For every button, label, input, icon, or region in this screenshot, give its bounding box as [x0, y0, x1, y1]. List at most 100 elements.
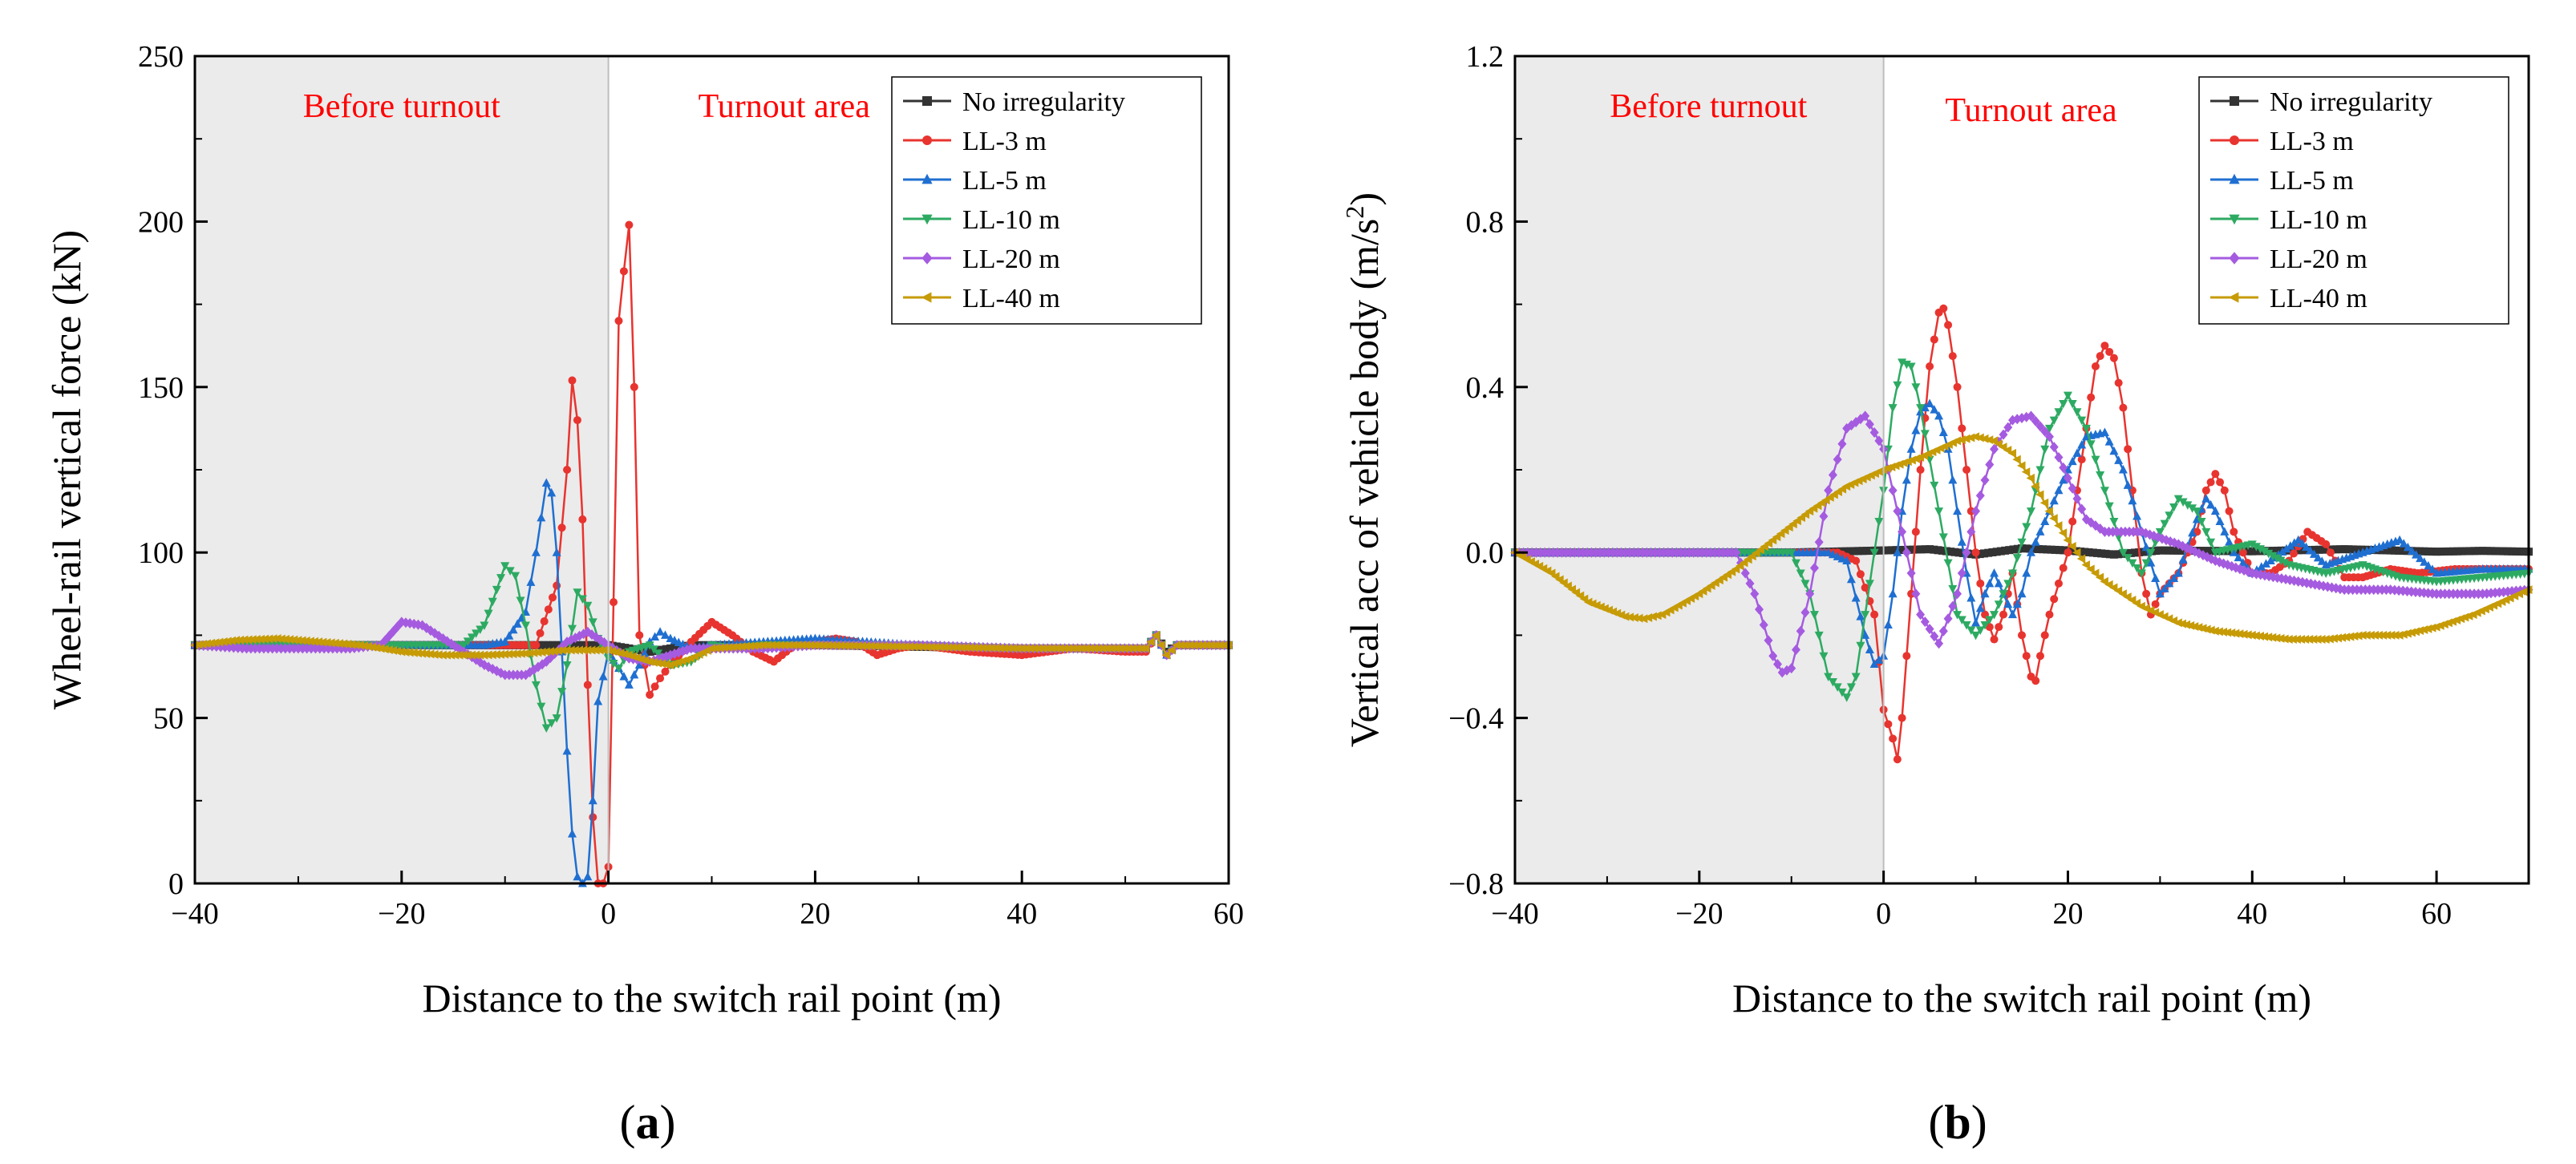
panel-b-data-point: [2007, 448, 2017, 458]
panel-a-data-point: [355, 641, 364, 650]
panel-b-data-point: [2319, 545, 2328, 554]
panel-b-data-point: [2035, 421, 2045, 432]
panel-b-data-point: [2335, 545, 2344, 554]
panel-b-data-point: [2495, 547, 2504, 556]
panel-b-data-point: [2118, 548, 2128, 558]
panel-b-data-point: [1999, 590, 2008, 599]
panel-a-data-point: [547, 487, 557, 497]
panel-a-data-point: [214, 637, 224, 647]
panel-b-data-point: [2197, 624, 2207, 633]
panel-b-data-point: [2045, 610, 2054, 619]
panel-a-data-point: [202, 639, 211, 649]
panel-b-data-point: [1990, 443, 1999, 455]
panel-a-data-point: [853, 641, 862, 651]
panel-a-data-point: [531, 681, 541, 690]
panel-b-data-point: [2090, 568, 2100, 578]
panel-b-data-point: [1971, 617, 1981, 627]
panel-b-data-point: [1984, 435, 1994, 445]
panel-b-data-point: [1909, 545, 1918, 554]
panel-b-data-point: [2280, 559, 2290, 568]
panel-b-data-point: [2109, 518, 2119, 527]
panel-a-data-point: [1043, 644, 1051, 653]
panel-b-data-point: [2155, 588, 2165, 598]
panel-a-data-point: [1094, 644, 1103, 653]
panel-b-data-point: [1874, 655, 1884, 664]
panel-a-data-point: [567, 829, 577, 838]
panel-a-data-point: [1189, 641, 1198, 650]
panel-b-legend: No irregularity LL-3 m LL-5 m LL-10 m LL-20 …: [2198, 76, 2509, 325]
panel-b-data-point: [1934, 410, 1944, 420]
panel-a-legend-label-ll-10-m: LL-10 m: [962, 205, 1060, 235]
panel-b-data-point: [2520, 548, 2529, 556]
panel-b-data-point: [2512, 547, 2521, 556]
panel-a-data-point: [405, 648, 414, 657]
panel-a-data-point: [1081, 644, 1090, 653]
panel-b-data-point: [2053, 521, 2063, 531]
panel-b-data-point: [1911, 425, 1921, 434]
panel-a-data-point: [986, 643, 996, 653]
panel-b-data-point: [1917, 545, 1926, 554]
panel-a-data-point: [649, 657, 658, 667]
panel-b-data-point: [2063, 536, 2072, 545]
panel-b-data-point: [2503, 547, 2512, 556]
panel-a-data-point: [1161, 650, 1171, 660]
panel-a-data-point: [1210, 641, 1220, 650]
panel-b-data-point: [2077, 503, 2087, 515]
panel-a-data-point: [1102, 644, 1112, 653]
panel-a-data-point: [244, 635, 253, 645]
panel-a-data-point: [741, 641, 750, 651]
panel-a-data-point: [1151, 630, 1160, 640]
panel-b-data-point: [1893, 381, 1902, 390]
panel-a-data-point: [459, 641, 468, 650]
panel-b-data-point: [2114, 550, 2123, 559]
panel-b-data-point: [1837, 553, 1847, 563]
panel-a-legend-label-ll-5-m: LL-5 m: [962, 166, 1047, 196]
panel-b-data-point: [2321, 635, 2330, 645]
panel-a-data-point: [540, 641, 549, 649]
panel-b-data-point: [1824, 485, 1833, 496]
panel-b-data-point: [1888, 588, 1898, 598]
panel-a-data-point: [666, 644, 674, 653]
panel-a-data-point: [520, 649, 529, 658]
panel-b-data-point: [2072, 493, 2082, 504]
panel-a-data-point: [529, 648, 538, 657]
panel-b-data-point: [1850, 547, 1859, 556]
panel-b-data-point: [2337, 633, 2347, 642]
panel-b-data-point: [2142, 589, 2151, 598]
panel-b-data-point: [2058, 528, 2068, 538]
panel-b-data-point: [1962, 466, 1971, 474]
panel-b-data-point: [1874, 518, 1884, 527]
panel-a-data-point: [525, 649, 534, 658]
panel-a-data-point: [504, 649, 513, 659]
panel-a-data-point: [624, 680, 634, 689]
panel-a-data-point: [656, 674, 665, 683]
panel-b-data-point: [1958, 424, 1966, 433]
panel-b-data-point: [1833, 552, 1842, 560]
panel-a-data-point: [268, 634, 277, 644]
panel-b-data-point: [2054, 408, 2064, 417]
panel-a-data-point: [526, 577, 536, 586]
panel-a-data-point: [544, 641, 553, 649]
panel-a-data-point: [621, 644, 630, 653]
panel-b-data-point: [2259, 632, 2269, 641]
panel-b-data-point: [1920, 402, 1930, 412]
panel-b-data-point: [2072, 408, 2082, 417]
panel-b-data-point: [2049, 442, 2059, 453]
panel-b-label: (b): [1928, 1096, 1987, 1149]
panel-b-data-point: [2201, 486, 2210, 495]
panel-b-data-point: [1985, 616, 1995, 625]
panel-b-data-point: [2063, 472, 2072, 483]
panel-a-data-point: [363, 641, 373, 651]
panel-b-data-point: [2255, 632, 2264, 641]
panel-b-data-point: [1842, 693, 1852, 702]
panel-b-data-point: [2022, 652, 2031, 661]
panel-a-data-point: [614, 665, 623, 673]
panel-b-data-point: [1884, 720, 1893, 729]
panel-b-data-point: [2056, 546, 2064, 555]
panel-b-data-point: [2132, 511, 2142, 520]
panel-a-data-point: [1176, 641, 1185, 650]
panel-b-data-point: [2146, 548, 2156, 558]
panel-b-data-point: [1953, 588, 1962, 600]
panel-b-data-point: [2201, 527, 2211, 537]
